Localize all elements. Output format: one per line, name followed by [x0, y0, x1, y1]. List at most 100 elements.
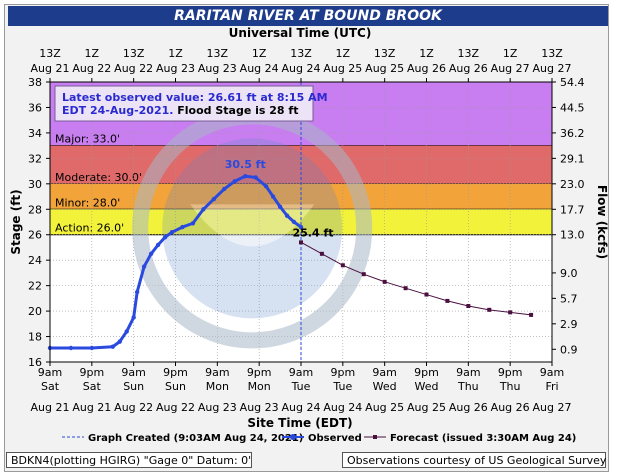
top-tick-date: Aug 27	[491, 62, 530, 75]
x-tick-date: Aug 23	[240, 401, 279, 414]
observed-point	[110, 344, 115, 349]
forecast-point	[424, 292, 429, 297]
latest-value-line1: Latest observed value: 26.61 ft at 8:15 …	[62, 91, 328, 104]
seal-disk	[162, 138, 343, 319]
x-tick-day: Mon	[248, 380, 271, 393]
y-tick-label: 32	[28, 152, 42, 165]
right-tick-label: 36.2	[560, 127, 585, 140]
forecast-point	[445, 298, 450, 303]
x-tick-time: 9am	[121, 366, 145, 379]
right-tick-label: 0.9	[560, 343, 578, 356]
x-tick-time: 9pm	[330, 366, 355, 379]
x-tick-day: Wed	[415, 380, 439, 393]
observed-point	[134, 289, 140, 295]
legend-forecast-marker	[373, 435, 377, 439]
x-tick-day: Sat	[83, 380, 102, 393]
x-tick-day: Thu	[457, 380, 479, 393]
credit-footer: Observations courtesy of US Geological S…	[342, 452, 606, 468]
seal-gull	[190, 204, 315, 247]
x-tick-day: Sat	[41, 380, 60, 393]
observed-point	[162, 235, 168, 240]
x-tick-day: Sun	[123, 380, 144, 393]
top-tick-date: Aug 26	[449, 62, 488, 75]
latest-value-annotation: Latest observed value: 26.61 ft at 8:15 …	[54, 85, 328, 122]
forecast-point	[466, 304, 471, 308]
right-tick-label: 54.4	[560, 76, 585, 89]
x-tick-time: 9am	[205, 366, 229, 379]
x-tick-date: Aug 22	[114, 401, 153, 414]
svg-text:EDT 24-Aug-2021. Flood Stage i: EDT 24-Aug-2021. Flood Stage is 28 ft	[62, 104, 298, 117]
legend-observed-marker	[290, 434, 296, 440]
observed-point	[298, 224, 304, 230]
x-tick-date: Aug 27	[533, 401, 572, 414]
right-tick-label: 17.7	[560, 203, 585, 216]
forecast-point	[529, 312, 534, 317]
observed-point	[68, 345, 74, 351]
observed-point	[180, 224, 185, 230]
x-tick-day: Tue	[332, 380, 352, 393]
observed-point	[222, 186, 227, 192]
observed-point	[190, 221, 196, 226]
top-tick-date: Aug 22	[72, 62, 111, 75]
right-tick-label: 13.0	[560, 229, 585, 242]
x-tick-time: 9am	[540, 366, 564, 379]
x-tick-day: Tue	[291, 380, 311, 393]
observed-point	[141, 264, 147, 269]
observed-point	[243, 173, 248, 179]
forecast-start-label: 25.4 ft	[292, 226, 333, 239]
x-tick-day: Mon	[206, 380, 229, 393]
top-tick-time: 1Z	[168, 47, 183, 60]
forecast-point	[340, 263, 345, 268]
x-tick-time: 9pm	[163, 366, 188, 379]
top-tick-time: 1Z	[503, 47, 518, 60]
x-tick-time: 9pm	[247, 366, 272, 379]
forecast-point	[361, 272, 366, 277]
observed-point	[201, 207, 206, 212]
right-axis-title: Flow (kcfs)	[595, 185, 609, 259]
right-tick-label: 5.7	[560, 292, 578, 305]
chart-title: RARITAN RIVER AT BOUND BROOK	[8, 6, 608, 26]
observed-point	[117, 339, 122, 344]
top-axis-title: Universal Time (UTC)	[229, 26, 372, 40]
observed-point	[263, 184, 269, 189]
forecast-point	[299, 240, 303, 245]
top-tick-time: 1Z	[336, 47, 351, 60]
top-tick-date: Aug 21	[31, 62, 70, 75]
x-tick-date: Aug 26	[491, 401, 530, 414]
x-tick-date: Aug 24	[282, 401, 321, 414]
top-tick-time: 13Z	[39, 47, 61, 60]
observed-point	[211, 196, 217, 202]
top-tick-date: Aug 22	[114, 62, 153, 75]
observed-point	[148, 251, 154, 257]
top-tick-date: Aug 25	[323, 62, 362, 75]
forecast-point	[508, 310, 513, 315]
x-tick-time: 9am	[38, 366, 62, 379]
top-tick-time: 13Z	[123, 47, 145, 60]
left-axis-title: Stage (ft)	[9, 189, 23, 254]
x-tick-time: 9pm	[498, 366, 523, 379]
top-tick-date: Aug 24	[282, 62, 321, 75]
y-tick-label: 36	[28, 101, 42, 114]
y-tick-label: 28	[28, 203, 42, 216]
latest-value-line2: EDT 24-Aug-2021.	[62, 104, 177, 117]
forecast-point	[382, 279, 387, 284]
x-tick-time: 9am	[372, 366, 396, 379]
y-tick-label: 24	[28, 254, 42, 267]
x-tick-day: Wed	[373, 380, 397, 393]
observed-point	[131, 315, 136, 320]
y-tick-label: 30	[28, 178, 42, 191]
forecast-point	[403, 286, 408, 291]
forecast-line	[300, 241, 532, 316]
top-tick-date: Aug 25	[365, 62, 404, 75]
top-tick-date: Aug 26	[407, 62, 446, 75]
observed-point	[253, 175, 258, 180]
x-tick-day: Sun	[165, 380, 186, 393]
observed-point	[155, 242, 161, 248]
top-tick-time: 13Z	[290, 47, 312, 60]
legend-graph-created: Graph Created (9:03AM Aug 24, 2021)	[88, 433, 303, 444]
top-tick-date: Aug 23	[156, 62, 195, 75]
y-tick-label: 26	[28, 229, 42, 242]
top-tick-time: 13Z	[207, 47, 229, 60]
observed-point	[284, 213, 290, 218]
x-tick-day: Fri	[545, 380, 558, 393]
